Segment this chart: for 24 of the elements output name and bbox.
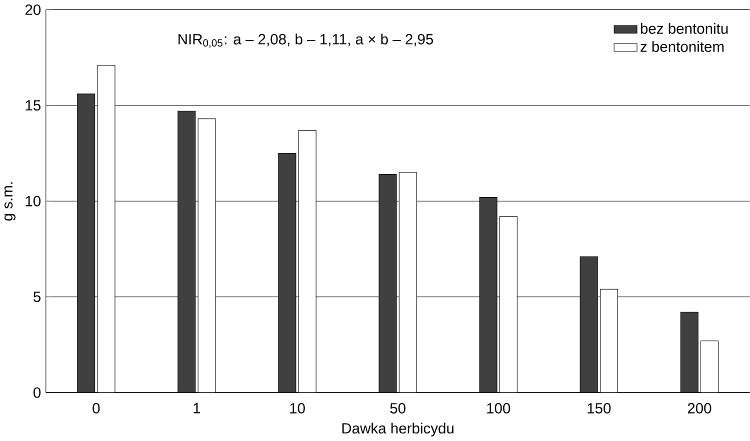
y-tick-label: 10 [26,196,41,206]
legend-label: z bentonitem [640,41,724,52]
y-tick-label: 15 [26,100,41,111]
bar [378,174,397,393]
x-tick-label: 150 [588,403,611,414]
x-tick-label: 200 [688,403,712,414]
x-tick-label: 0 [92,403,100,414]
bar [580,256,598,393]
x-tick-label: 1 [194,403,200,414]
x-axis-title: Dawka herbicydu [342,422,454,436]
x-tick-label: 50 [390,403,406,414]
bar [77,94,96,393]
y-tick-label: 20 [25,4,41,15]
x-tick-label: 100 [487,403,510,414]
bar [479,197,498,393]
x-tick-label: 10 [290,403,305,414]
annotation: NIR$_{0,05}$: a – 2,08, b – 1,11, a × b – 2,95 [178,34,434,48]
y-tick-label: 5 [34,292,41,302]
bar [278,153,296,393]
bar [680,312,698,393]
y-tick-label: 0 [34,387,41,398]
legend-label: bez bentonitu [640,23,728,34]
y-axis-title: g s.m. [4,182,16,221]
bar [178,110,196,393]
